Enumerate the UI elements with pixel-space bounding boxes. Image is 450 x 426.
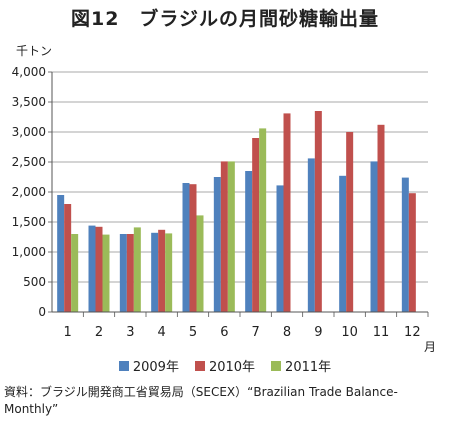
x-tick-label: 9 bbox=[314, 325, 322, 340]
x-tick-label: 11 bbox=[373, 325, 390, 340]
y-tick-label: 2,500 bbox=[12, 155, 46, 169]
legend-swatch-2011 bbox=[271, 360, 282, 371]
bar bbox=[213, 177, 221, 312]
axes bbox=[48, 71, 429, 317]
x-tick-label: 8 bbox=[283, 325, 291, 340]
x-axis-unit: 月 bbox=[424, 340, 437, 354]
bar bbox=[346, 132, 354, 312]
legend: 2009年 2010年 2011年 bbox=[0, 356, 450, 375]
bar bbox=[64, 204, 72, 312]
bar bbox=[57, 195, 65, 312]
legend-label-2010: 2010年 bbox=[208, 360, 256, 375]
x-tick-label: 12 bbox=[404, 325, 421, 340]
x-tick-label: 5 bbox=[189, 325, 197, 340]
x-tick-label: 3 bbox=[126, 325, 134, 340]
bar bbox=[252, 138, 260, 312]
legend-label-2011: 2011年 bbox=[285, 360, 332, 375]
bar bbox=[339, 175, 347, 312]
bar bbox=[283, 113, 291, 313]
bar bbox=[401, 177, 409, 312]
legend-item-2010: 2010年 bbox=[194, 356, 256, 375]
bar bbox=[276, 185, 284, 312]
bar bbox=[259, 128, 267, 312]
bar bbox=[220, 161, 228, 312]
x-tick-label: 4 bbox=[158, 325, 166, 340]
bar bbox=[133, 227, 141, 312]
bar bbox=[71, 234, 79, 312]
y-tick-label: 4,000 bbox=[12, 65, 46, 79]
bar bbox=[227, 161, 235, 312]
bar bbox=[158, 229, 166, 312]
bar bbox=[370, 161, 378, 312]
bar bbox=[102, 234, 110, 312]
y-tick-label: 3,000 bbox=[12, 125, 46, 139]
y-axis-unit: 千トン bbox=[16, 44, 53, 58]
bar bbox=[165, 233, 173, 312]
bar bbox=[126, 234, 134, 312]
x-tick-label: 7 bbox=[252, 325, 260, 340]
bar bbox=[314, 111, 322, 312]
x-tick-label: 6 bbox=[220, 325, 228, 340]
y-tick-label: 1,000 bbox=[12, 245, 46, 259]
x-tick-labels: 1 2 3 4 5 6 7 8 9 10 11 12 bbox=[64, 325, 421, 340]
bar bbox=[377, 124, 385, 312]
y-tick-label: 3,500 bbox=[12, 95, 46, 109]
bar bbox=[408, 193, 416, 312]
bar bbox=[245, 171, 253, 312]
y-tick-label: 0 bbox=[38, 305, 46, 319]
bar bbox=[196, 215, 204, 312]
gridlines bbox=[52, 71, 428, 283]
x-tick-label: 10 bbox=[341, 325, 358, 340]
bar bbox=[182, 183, 190, 312]
bar bbox=[88, 225, 96, 312]
bar bbox=[119, 234, 127, 312]
bar bbox=[95, 226, 103, 312]
bar bbox=[151, 232, 159, 312]
chart-title: 図12 ブラジルの月間砂糖輸出量 bbox=[70, 8, 380, 30]
legend-label-2009: 2009年 bbox=[132, 360, 179, 375]
legend-item-2009: 2009年 bbox=[118, 356, 179, 375]
y-tick-labels: 0 500 1,000 1,500 2,000 2,500 3,000 3,500 4,000 bbox=[12, 65, 46, 319]
bar bbox=[307, 158, 315, 312]
y-tick-label: 1,500 bbox=[12, 215, 46, 229]
source-note: 資料：ブラジル開発商工省貿易局（SECEX）“Brazilian Trade B… bbox=[4, 385, 398, 416]
legend-item-2011: 2011年 bbox=[271, 356, 331, 375]
y-tick-label: 2,000 bbox=[12, 185, 46, 199]
legend-swatch-2010 bbox=[194, 360, 205, 371]
bar bbox=[189, 184, 197, 312]
legend-swatch-2009 bbox=[118, 360, 129, 371]
y-tick-label: 500 bbox=[23, 275, 46, 289]
x-tick-label: 2 bbox=[95, 325, 103, 340]
bars bbox=[57, 111, 416, 313]
x-tick-label: 1 bbox=[64, 325, 72, 340]
